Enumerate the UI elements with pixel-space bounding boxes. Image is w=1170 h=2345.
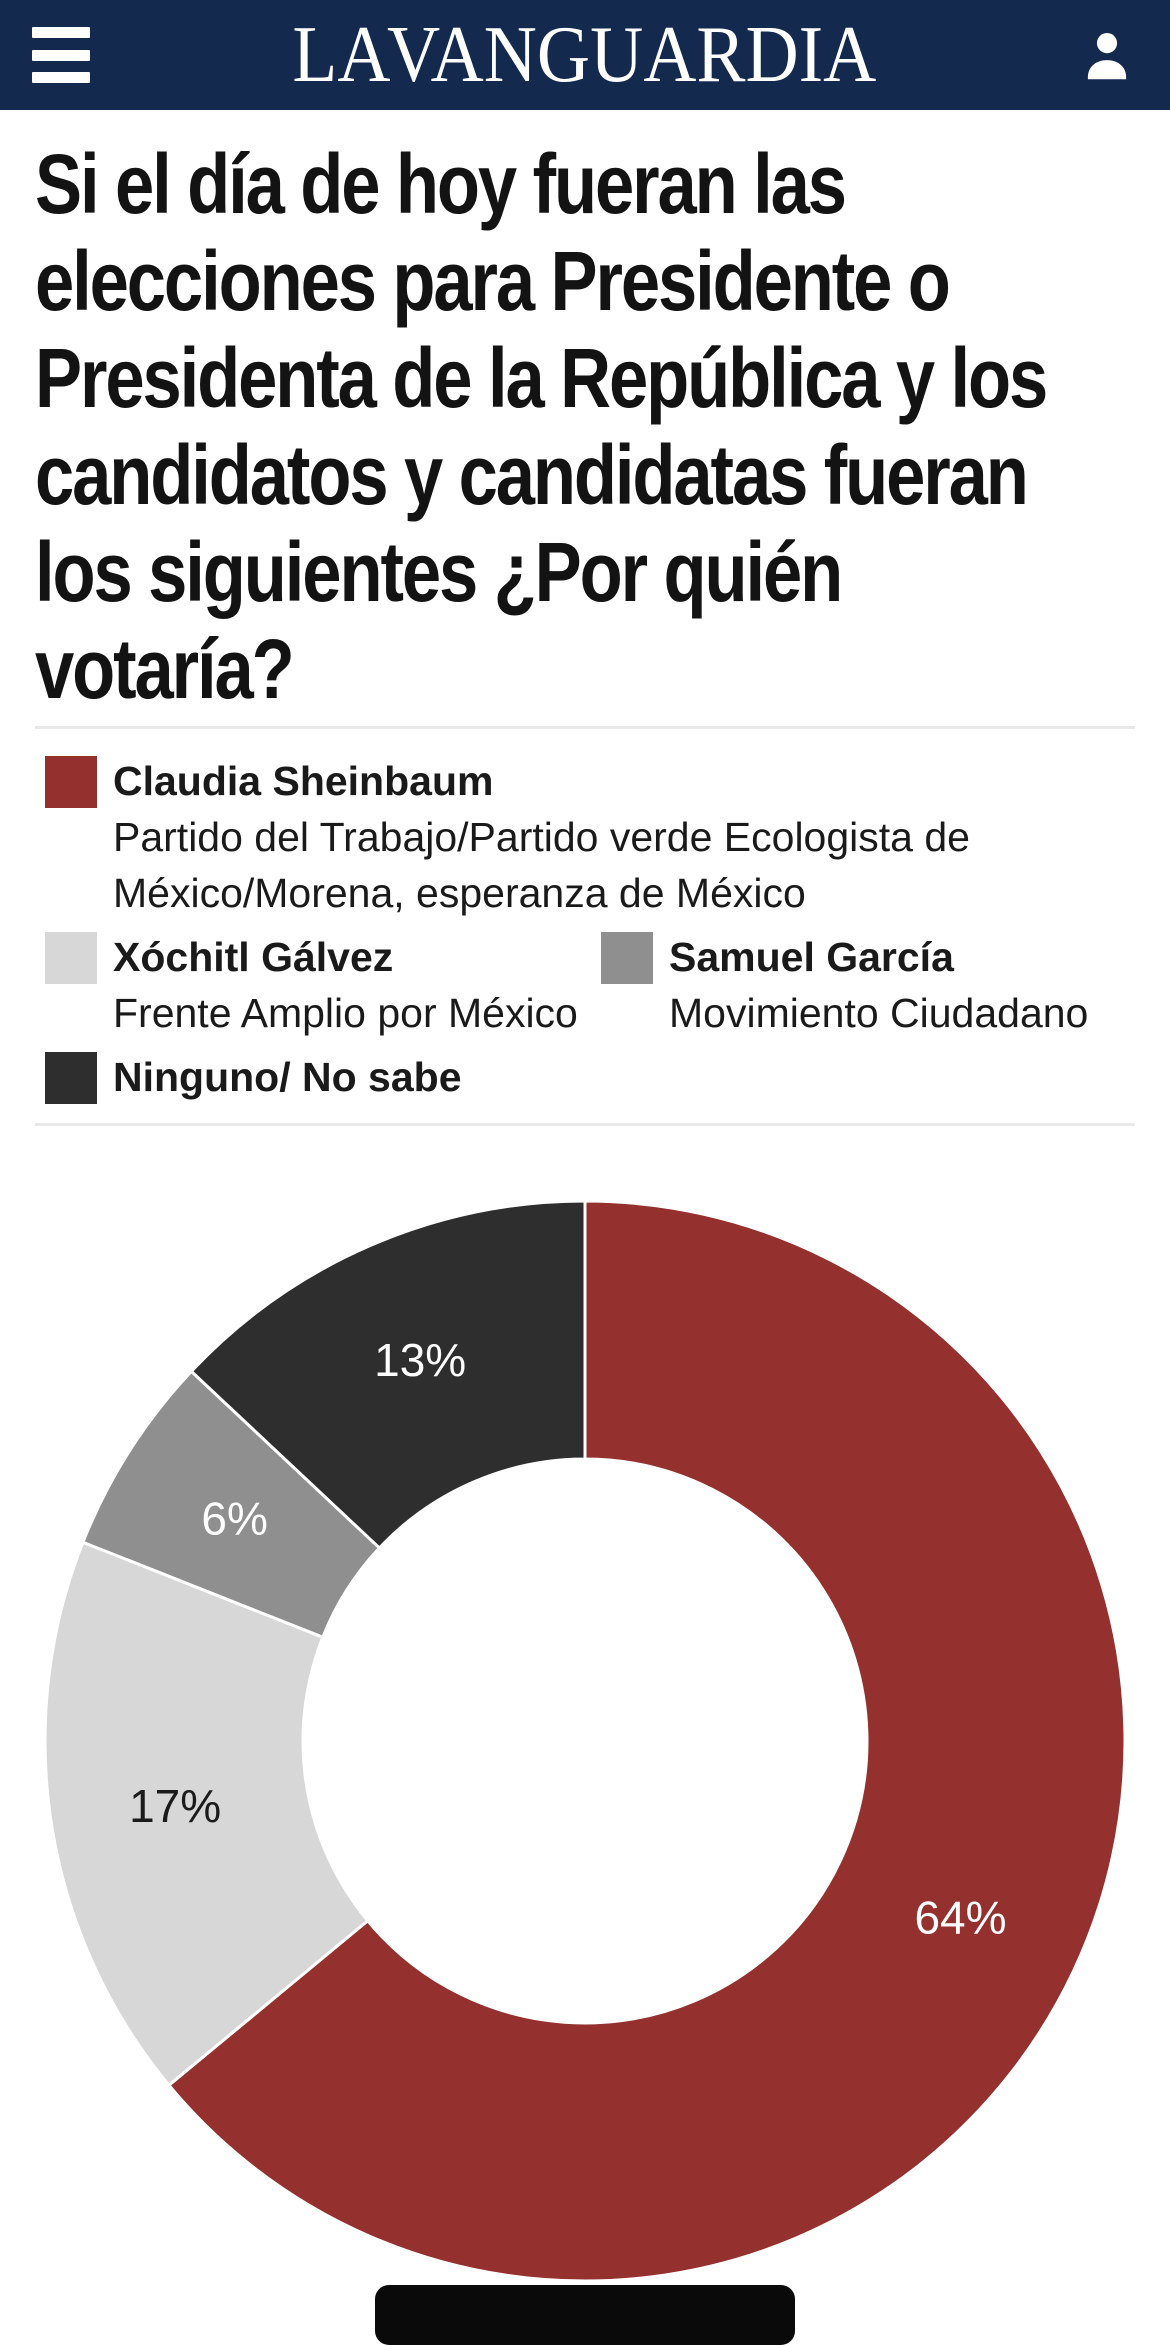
legend-label: Xóchitl Gálvez [113,934,394,980]
legend-label: Claudia Sheinbaum [113,758,494,804]
poll-question-headline: Si el día de hoy fueran las elecciones p… [0,136,1170,718]
donut-data-label: 64% [914,1892,1006,1944]
divider-top [35,726,1135,729]
legend-swatch-lightgray [45,932,97,984]
donut-segment-ninguno-no-sabe[interactable] [189,1199,587,1550]
menu-hamburger-icon[interactable] [32,27,92,83]
headline-line: candidatos y candidatas fueran [35,428,1029,522]
brand-logo[interactable]: LA VANGUARDIA [292,11,876,99]
legend-label: Ninguno/ No sabe [113,1054,462,1100]
legend-item-ninguno-no-sabe: Ninguno/ No sabe [45,1049,462,1105]
legend-description: Frente Amplio por México [113,990,578,1036]
headline-line: elecciones para Presidente o [35,234,951,328]
legend-swatch-black [45,1052,97,1104]
chart-legend: Claudia Sheinbaum Partido del Trabajo/Pa… [0,729,1170,1123]
legend-description: Partido del Trabajo/Partido verde Ecolog… [113,814,970,916]
legend-swatch-red [45,756,97,808]
headline-line: Presidenta de la República y los [35,331,1048,425]
donut-chart: 64% 17% 6% 13% [0,1156,1170,2326]
legend-row: Claudia Sheinbaum Partido del Trabajo/Pa… [45,753,1125,921]
donut-chart-svg: 64% 17% 6% 13% [43,1199,1127,2283]
app-header: LA VANGUARDIA [0,0,1170,110]
legend-item-claudia-sheinbaum: Claudia Sheinbaum Partido del Trabajo/Pa… [45,753,1063,921]
legend-item-samuel-garcia: Samuel García Movimiento Ciudadano [601,929,1157,1041]
donut-segment-claudia-sheinbaum[interactable] [167,1199,1127,2283]
legend-row: Ninguno/ No sabe [45,1049,1125,1105]
legend-swatch-gray [601,932,653,984]
headline-line: Si el día de hoy fueran las [35,137,847,231]
bottom-button[interactable] [375,2285,795,2345]
headline-line: votaría? [35,622,295,716]
headline-line: los siguientes ¿Por quién [35,525,843,619]
divider-bottom [35,1123,1135,1126]
legend-label: Samuel García [669,934,954,980]
legend-item-xochitl-galvez: Xóchitl Gálvez Frente Amplio por México [45,929,601,1041]
donut-data-label: 13% [374,1334,466,1386]
donut-segment-xóchitl-gálvez[interactable] [43,1540,370,2087]
user-account-icon[interactable] [1076,24,1138,86]
donut-data-label: 6% [201,1493,267,1545]
legend-row: Xóchitl Gálvez Frente Amplio por México … [45,929,1125,1041]
donut-data-label: 17% [129,1780,221,1832]
legend-description: Movimiento Ciudadano [669,990,1089,1036]
